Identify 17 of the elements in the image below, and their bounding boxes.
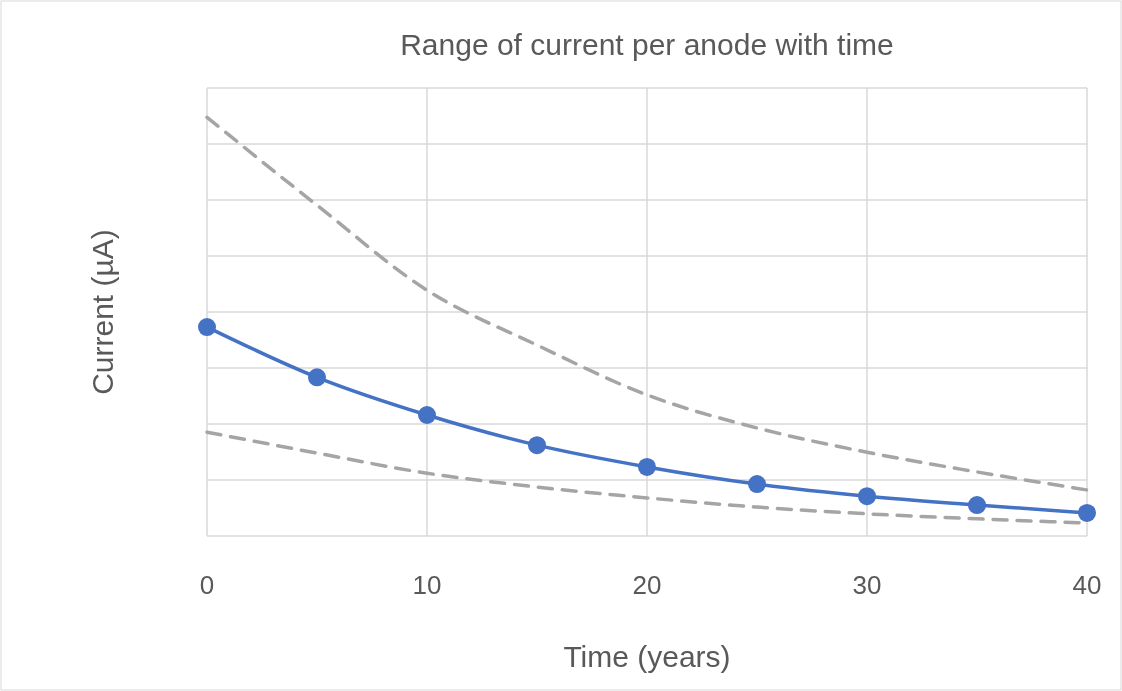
point — [748, 475, 766, 494]
point — [638, 457, 656, 476]
chart-title: Range of current per anode with time — [400, 28, 894, 61]
y-axis-title: Current (µA) — [86, 229, 119, 395]
point — [968, 496, 986, 515]
point — [198, 318, 216, 337]
x-tick-label: 20 — [632, 570, 662, 600]
point — [1078, 503, 1096, 522]
x-tick-label: 0 — [199, 570, 215, 600]
x-tick-label: 30 — [852, 570, 882, 600]
point — [858, 487, 876, 506]
point — [308, 368, 326, 387]
point — [418, 406, 436, 424]
x-tick-label: 40 — [1072, 570, 1102, 600]
x-axis-title: Time (years) — [563, 640, 731, 673]
x-tick-label: 10 — [412, 570, 442, 600]
point — [528, 436, 546, 455]
